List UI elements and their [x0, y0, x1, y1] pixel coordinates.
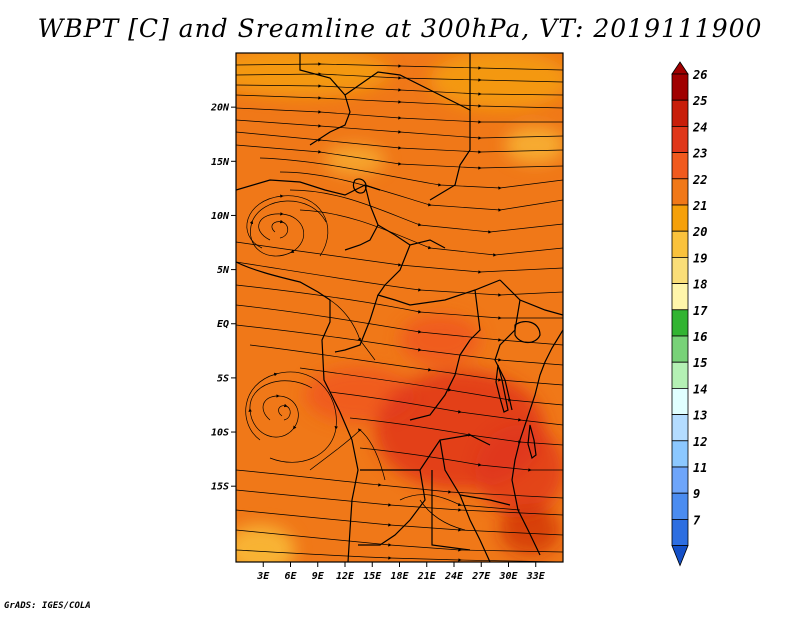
y-tick-label: 15S	[211, 482, 229, 493]
colorbar-label: 14	[693, 382, 707, 396]
border-sahel-2	[344, 184, 379, 251]
colorbar-label: 16	[693, 330, 707, 344]
longitude-axis: 3E 6E 9E 12E 15E 18E 21E 24E 27E 30E 33E	[256, 562, 546, 582]
colorbar-swatch	[671, 178, 689, 206]
colorbar-label: 18	[693, 278, 707, 292]
lake-malawi	[527, 424, 537, 460]
y-tick-label: 5S	[217, 373, 229, 384]
colorbar-swatch	[671, 152, 689, 180]
colorbar-swatch	[671, 466, 689, 494]
colorbar-swatch	[671, 256, 689, 284]
colorbar-top-arrow	[671, 61, 689, 75]
x-tick-label: 33E	[526, 571, 546, 582]
x-tick-label: 6E	[284, 571, 297, 582]
colorbar-swatch	[671, 414, 689, 442]
y-tick-label: 5N	[217, 265, 230, 276]
colorbar-swatch	[671, 361, 689, 389]
colorbar-label: 11	[693, 461, 707, 475]
x-tick-label: 9E	[312, 571, 325, 582]
colorbar-label: 24	[692, 120, 707, 134]
x-tick-label: 30E	[498, 571, 518, 582]
latitude-axis: 20N 15N 10N 5N EQ 5S 10S 15S	[210, 103, 236, 493]
grads-credit: GrADS: IGES/COLA	[4, 601, 91, 611]
colorbar-label: 9	[693, 487, 700, 501]
map-title: WBPT [C] and Sreamline at 300hPa, VT: 20…	[37, 14, 763, 43]
colorbar-swatch	[671, 519, 689, 547]
west-africa-coastline	[236, 261, 359, 562]
y-tick-label: 15N	[211, 157, 230, 168]
y-tick-label: 10S	[211, 428, 229, 439]
lake-victoria	[514, 321, 541, 344]
colorbar-label: 15	[693, 356, 707, 370]
lake-chad	[352, 178, 367, 194]
y-tick-label: EQ	[217, 319, 229, 330]
border-east-1	[499, 279, 563, 316]
colorbar-label: 21	[692, 199, 707, 213]
colorbar-swatch	[671, 335, 689, 363]
colorbar-swatch	[671, 204, 689, 232]
x-tick-label: 15E	[363, 571, 382, 582]
colorbar-label: 22	[692, 173, 707, 187]
colorbar-label: 17	[693, 304, 708, 318]
colorbar-swatch	[671, 126, 689, 154]
x-tick-label: 18E	[390, 571, 409, 582]
colorbar-label: 12	[693, 435, 707, 449]
x-tick-label: 21E	[417, 571, 437, 582]
colorbar: 26 25 24 23 22 21 20 19 18 17 16 15 14 13 12 11 9 7	[671, 61, 708, 567]
colorbar-swatch	[671, 73, 689, 101]
colorbar-label: 26	[692, 68, 707, 82]
colorbar-swatch	[671, 230, 689, 258]
colorbar-swatch	[671, 492, 689, 520]
colorbar-swatch	[671, 440, 689, 468]
colorbar-swatch	[671, 283, 689, 311]
colorbar-label: 20	[692, 225, 707, 239]
colorbar-label: 13	[693, 409, 707, 423]
colorbar-label: 19	[693, 251, 707, 265]
x-tick-label: 27E	[471, 571, 491, 582]
colorbar-bottom-arrow	[671, 545, 689, 567]
colorbar-label: 7	[693, 513, 701, 527]
colorbar-label: 25	[692, 94, 707, 108]
map-panel	[236, 53, 563, 562]
y-tick-label: 20N	[210, 103, 230, 114]
x-tick-label: 3E	[256, 571, 270, 582]
colorbar-swatch	[671, 309, 689, 337]
streamlines	[236, 62, 563, 562]
x-tick-label: 24E	[444, 571, 464, 582]
y-tick-label: 10N	[211, 211, 230, 222]
x-tick-label: 12E	[336, 571, 355, 582]
colorbar-swatch	[671, 387, 689, 415]
colorbar-swatch	[671, 99, 689, 127]
colorbar-label: 23	[692, 147, 707, 161]
border-south-4	[459, 494, 491, 562]
border-central-3	[334, 294, 379, 353]
